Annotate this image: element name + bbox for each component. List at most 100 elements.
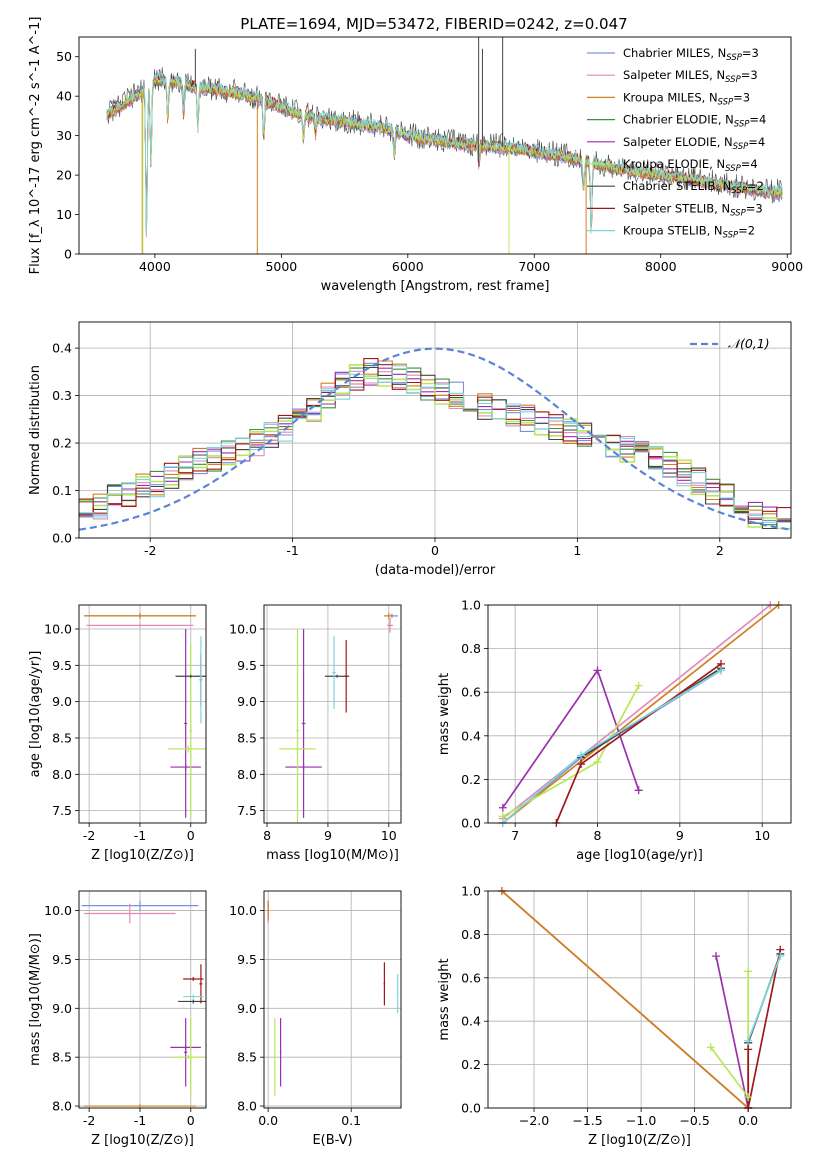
y-tick-label: 20: [56, 168, 72, 183]
x-tick-label: 9: [676, 828, 684, 843]
weight-marker: [776, 952, 785, 961]
x-tick-label: -1: [134, 1113, 146, 1128]
axes-frame: [78, 36, 792, 255]
y-tick-label: 0.0: [461, 1101, 481, 1116]
y-tick-label: 0.1: [52, 483, 72, 498]
x-tick-label: 0.0: [258, 1113, 278, 1128]
weight-line: [502, 669, 722, 823]
y-tick-label: 9.5: [52, 658, 72, 673]
x-tick-label: 0: [187, 1113, 195, 1128]
weight-line: [502, 605, 780, 823]
weight-line: [747, 949, 782, 1108]
panel-weight_vs_age: 7 8 9 10 0.0 0.2 0.4 0.6 0.8 1.0 age [log10(age/yr…: [437, 598, 792, 863]
x-tick-label: 6000: [392, 259, 424, 274]
x-axis-label: wavelength [Angstrom, rest frame]: [321, 279, 550, 294]
x-tick-label: 4000: [139, 259, 171, 274]
y-tick-label: 1.0: [461, 598, 481, 613]
y-tick-label: 0.0: [52, 531, 72, 546]
x-tick-label: -2: [83, 1113, 95, 1128]
y-tick-label: 0.6: [461, 970, 481, 985]
x-tick-label: 7000: [518, 259, 550, 274]
weight-marker: [634, 786, 643, 795]
axes-frame: [487, 890, 792, 1109]
x-tick-label: 0.0: [738, 1113, 758, 1128]
y-tick-label: 0.8: [461, 927, 481, 942]
y-tick-label: 9.0: [52, 1001, 72, 1016]
x-tick-label: 9000: [771, 259, 803, 274]
axes-frame: [263, 604, 402, 824]
axes-frame: [78, 321, 792, 539]
y-tick-label: 0.6: [461, 685, 481, 700]
axes-frame: [78, 890, 207, 1109]
y-tick-label: 0: [64, 247, 72, 262]
weight-marker: [577, 751, 586, 760]
legend-entry: Kroupa MILES, NSSP=3: [623, 90, 750, 107]
weight-marker: [593, 666, 602, 675]
x-axis-label: mass [log10(M/M⊙)]: [266, 848, 399, 863]
x-tick-label: 9: [324, 828, 332, 843]
y-axis-label: mass [log10(M/M⊙)]: [28, 933, 43, 1066]
y-tick-label: 7.5: [237, 803, 257, 818]
weight-marker: [593, 757, 602, 766]
x-tick-label: −1.0: [626, 1113, 656, 1128]
y-tick-label: 7.5: [52, 803, 72, 818]
x-tick-label: 1: [573, 543, 581, 558]
axes-frame: [78, 604, 207, 824]
panel-weight_vs_Z: −2.0 −1.5 −1.0 −0.5 0.0 0.0 0.2 0.4 0.6 0.8 1.0 Z […: [437, 884, 792, 1148]
y-tick-label: 9.5: [237, 952, 257, 967]
y-tick-label: 8.5: [52, 730, 72, 745]
y-axis-label: mass weight: [437, 673, 452, 755]
plot-area-mass_vs_Z: [81, 900, 206, 1108]
weight-line: [502, 669, 722, 823]
x-tick-label: -1: [134, 828, 146, 843]
y-tick-label: 10.0: [229, 621, 257, 636]
weight-line: [715, 955, 750, 1108]
plot-area-mass_vs_ebv: [267, 900, 399, 1097]
x-tick-label: 10: [754, 828, 770, 843]
plot-area-age_vs_mass: [279, 612, 398, 823]
legend-entry: Salpeter STELIB, NSSP=3: [623, 201, 763, 218]
x-tick-label: -2: [144, 543, 156, 558]
x-tick-label: -2: [83, 828, 95, 843]
legend-entry: Chabrier STELIB, NSSP=2: [623, 179, 764, 196]
x-tick-label: −1.5: [572, 1113, 602, 1128]
y-tick-label: 0.4: [461, 1014, 481, 1029]
weight-marker: [717, 666, 726, 675]
histogram-series: [79, 365, 791, 523]
y-tick-label: 8.0: [237, 767, 257, 782]
x-axis-label: Z [log10(Z/Z⊙)]: [588, 1133, 691, 1148]
y-tick-label: 0.3: [52, 388, 72, 403]
histogram-series: [79, 366, 791, 530]
y-tick-label: 8.5: [237, 1050, 257, 1065]
panel-mass_vs_ebv: 0.0 0.1 8.0 8.5 9.0 9.5 10.0 E(B-V): [229, 890, 402, 1148]
y-tick-label: 10: [56, 207, 72, 222]
legend-entry: 𝒩(0,1): [728, 336, 770, 351]
weight-line: [501, 891, 749, 1108]
y-tick-label: 9.5: [237, 658, 257, 673]
figure-title: PLATE=1694, MJD=53472, FIBERID=0242, z=0…: [240, 15, 627, 33]
weight-line: [502, 685, 640, 818]
x-axis-label: E(B-V): [312, 1133, 352, 1148]
legend-entry: Salpeter MILES, NSSP=3: [623, 68, 758, 85]
x-tick-label: 0.1: [341, 1113, 361, 1128]
x-tick-label: 8000: [645, 259, 677, 274]
y-tick-label: 0.2: [461, 1057, 481, 1072]
y-tick-label: 10.0: [44, 621, 72, 636]
weight-marker: [744, 967, 753, 976]
y-tick-label: 8.5: [237, 730, 257, 745]
legend-entry: Salpeter ELODIE, NSSP=4: [623, 135, 765, 152]
panel-age_vs_Z: -2 -1 0 7.5 8.0 8.5 9.0 9.5 10.0 Z [log10(Z/Z⊙)] a…: [28, 604, 207, 863]
x-axis-label: age [log10(age/yr)]: [576, 848, 703, 863]
y-tick-label: 9.0: [237, 694, 257, 709]
y-tick-label: 10.0: [229, 903, 257, 918]
plot-area-spectrum: [106, 37, 783, 254]
x-tick-label: −2.0: [519, 1113, 549, 1128]
x-axis-label: Z [log10(Z/Z⊙)]: [91, 1133, 194, 1148]
y-tick-label: 0.4: [461, 728, 481, 743]
y-tick-label: 9.0: [237, 1001, 257, 1016]
y-tick-label: 9.5: [52, 952, 72, 967]
x-axis-label: Z [log10(Z/Z⊙)]: [91, 848, 194, 863]
x-tick-label: -1: [286, 543, 298, 558]
x-tick-label: 0: [187, 828, 195, 843]
y-tick-label: 30: [56, 128, 72, 143]
